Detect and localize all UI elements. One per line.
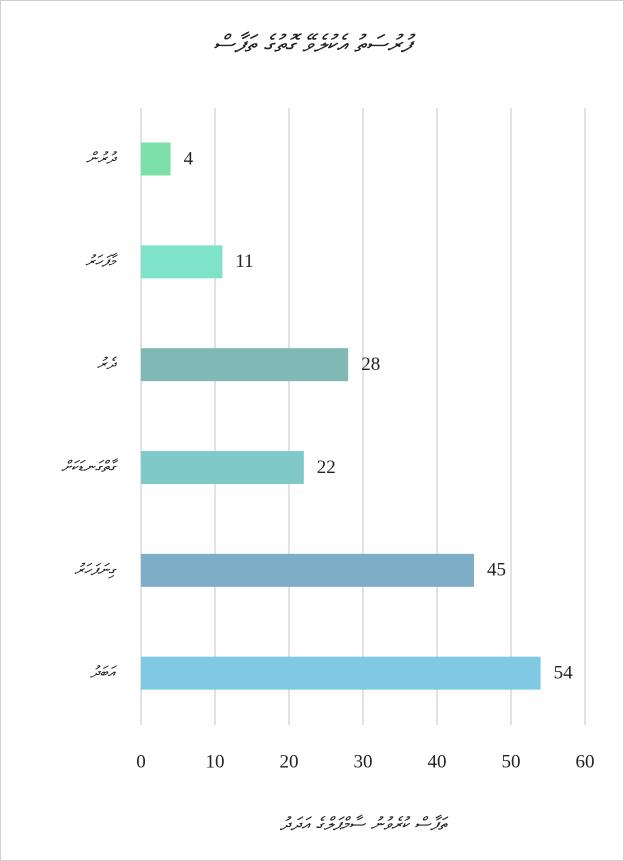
bar (141, 245, 223, 279)
bar (141, 142, 171, 176)
value-label: 4 (184, 148, 194, 169)
y-tick-label: ގާތްގަނޑަކަށް (61, 457, 119, 476)
y-tick-label: އަބަދު (89, 663, 117, 682)
x-tick-label: 40 (428, 751, 447, 772)
y-tick-label: ދުރުން (86, 149, 118, 168)
x-tick-label: 60 (576, 751, 595, 772)
value-label: 45 (487, 560, 506, 581)
x-tick-label: 50 (502, 751, 521, 772)
bar (141, 656, 541, 690)
bar (141, 348, 349, 382)
value-label: 54 (554, 663, 574, 684)
x-tick-label: 0 (136, 751, 146, 772)
y-tick-label: ގިނަފަހަރު (74, 560, 117, 579)
x-tick-label: 30 (354, 751, 373, 772)
y-tick-label: ދެރު (97, 354, 118, 373)
chart-title: ފުރުސަތު އެކުލެވޭ ގޮތުގެ ތަފާސް (213, 30, 416, 58)
x-axis-title: ތަފާސް ކުރެވުނު ސާމްޕަލްގެ އަދަދު (279, 814, 450, 835)
value-label: 28 (361, 354, 380, 375)
x-tick-label: 10 (206, 751, 225, 772)
value-label: 11 (235, 251, 253, 272)
bar (141, 553, 474, 587)
bar (141, 451, 304, 484)
value-label: 22 (317, 457, 336, 478)
y-tick-label: މާފަހަރު (85, 251, 118, 270)
x-tick-label: 20 (280, 751, 299, 772)
